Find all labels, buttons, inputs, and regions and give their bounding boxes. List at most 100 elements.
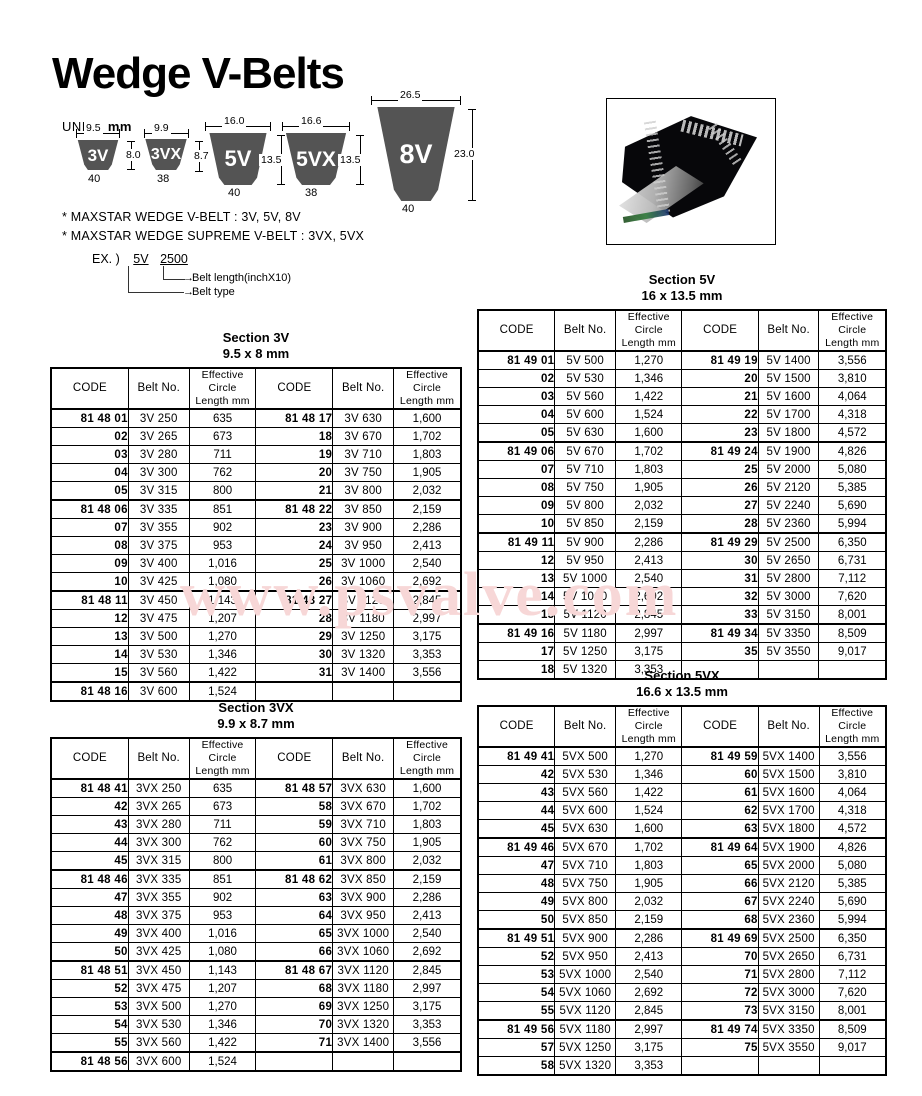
cell-code: 49 — [50, 924, 129, 943]
table-section-3vx: Section 3VX 9.9 x 8.7 mm CODE Belt No. Effec… — [50, 700, 462, 1072]
cell-length: 3,810 — [818, 765, 887, 784]
col-header-belt-no: Belt No. — [127, 737, 190, 780]
note-wedge-supreme: * MAXSTAR WEDGE SUPREME V-BELT : 3VX, 5V… — [62, 229, 365, 243]
diagram-3vx: 3VX — [143, 139, 189, 170]
cell-length: 4,318 — [818, 405, 887, 424]
table-row: 10 3V 425 1,080 26 3V 1060 2,692 — [50, 572, 462, 592]
cell-code: 15 — [50, 663, 129, 683]
cell-belt-no: 3VX 900 — [332, 888, 395, 907]
table-row: 09 3V 400 1,016 25 3V 1000 2,540 — [50, 554, 462, 573]
cell-length: 3,175 — [393, 997, 462, 1016]
cell-code: 58 — [255, 797, 334, 816]
caption-dimensions: 9.9 x 8.7 mm — [217, 716, 295, 731]
cell-code: 02 — [477, 369, 556, 388]
table-header-row: CODE Belt No. Effective Circle Length mm COD… — [477, 705, 887, 748]
cell-belt-no: 3V 375 — [127, 536, 190, 555]
cell-code: 33 — [681, 605, 759, 625]
table-row: 05 5V 630 1,600 23 5V 1800 4,572 — [477, 423, 887, 443]
cell-length: 1,600 — [615, 819, 683, 839]
cell-length: 1,346 — [615, 765, 683, 784]
length-header-line2: Length mm — [825, 337, 880, 349]
dim-3v-height: 8.0 — [125, 149, 142, 161]
cell-length: 953 — [188, 536, 257, 555]
caption-section: Section 5V — [648, 272, 716, 287]
cell-code — [255, 681, 334, 702]
cell-length: 1,803 — [614, 460, 683, 479]
notes-block: * MAXSTAR WEDGE V-BELT : 3V, 5V, 8V * MA… — [62, 208, 364, 246]
arrow-type-icon: → — [183, 286, 194, 298]
cell-length: 3,175 — [615, 1038, 683, 1057]
length-header-line2: Length mm — [195, 395, 250, 407]
cell-code: 23 — [255, 518, 334, 537]
cell-code: 81 48 46 — [50, 869, 129, 889]
cell-length: 2,286 — [393, 888, 462, 907]
table-row: 14 5V 1060 2,692 32 5V 3000 7,620 — [477, 587, 887, 606]
cell-belt-no: 5V 950 — [554, 551, 616, 570]
cell-code: 04 — [50, 463, 129, 482]
length-header-line1: Effective Circle — [406, 739, 449, 764]
table-row: 13 3V 500 1,270 29 3V 1250 3,175 — [50, 627, 462, 646]
cell-length: 711 — [188, 445, 257, 464]
cell-length: 1,143 — [188, 960, 257, 980]
cell-code: 75 — [681, 1038, 759, 1057]
belt-shape-5v: 5V — [209, 133, 267, 185]
cell-belt-no: 5VX 950 — [554, 947, 617, 966]
cell-belt-no: 5VX 2650 — [757, 947, 820, 966]
dim-5vx-height: 13.5 — [338, 154, 363, 166]
cell-length: 1,803 — [393, 445, 462, 464]
table-row: 49 3VX 400 1,016 65 3VX 1000 2,540 — [50, 924, 462, 943]
cell-belt-no: 3V 800 — [332, 481, 395, 501]
cell-belt-no: 3VX 560 — [127, 1033, 190, 1053]
cell-code: 81 49 16 — [477, 623, 556, 643]
belt-product-photo — [606, 98, 776, 245]
cell-belt-no: 5VX 3550 — [757, 1038, 820, 1057]
cell-length — [393, 1051, 462, 1072]
cell-code: 21 — [255, 481, 334, 501]
cell-length: 2,997 — [393, 609, 462, 628]
col-header-belt-no: Belt No. — [127, 367, 190, 410]
dim-3vx-width: 9.9 — [152, 122, 171, 134]
cell-belt-no: 5VX 2120 — [757, 874, 820, 893]
table-row: 15 5V 1120 2,845 33 5V 3150 8,001 — [477, 605, 887, 625]
cell-belt-no: 5VX 2360 — [757, 910, 820, 930]
cell-belt-no — [332, 1051, 395, 1072]
col-header-length: Effective Circle Length mm — [818, 309, 887, 352]
cell-code — [681, 660, 759, 680]
cell-length: 2,997 — [614, 623, 683, 643]
cell-length: 3,175 — [393, 627, 462, 646]
col-header-belt-no: Belt No. — [757, 309, 820, 352]
table-caption: Section 5VX 16.6 x 13.5 mm — [477, 668, 887, 700]
cell-belt-no: 5V 500 — [554, 350, 616, 370]
cell-length: 1,270 — [188, 627, 257, 646]
table-row: 81 49 16 5V 1180 2,997 81 49 34 5V 3350 8,509 — [477, 623, 887, 643]
cell-code: 65 — [681, 856, 759, 875]
belt-shape-8v: 8V — [377, 107, 455, 201]
cell-belt-no: 5V 750 — [554, 478, 616, 497]
cell-length: 2,845 — [615, 1001, 683, 1021]
col-header-length: Effective Circle Length mm — [188, 737, 257, 780]
cell-belt-no: 3VX 1000 — [332, 924, 395, 943]
cell-belt-no: 3VX 850 — [332, 869, 395, 889]
col-header-code: CODE — [50, 367, 129, 410]
table-row: 52 5VX 950 2,413 70 5VX 2650 6,731 — [477, 947, 887, 966]
cell-belt-no: 5V 3350 — [757, 623, 820, 643]
cell-length: 1,524 — [615, 801, 683, 820]
col-header-belt-no: Belt No. — [332, 367, 395, 410]
cell-length: 2,692 — [393, 942, 462, 962]
cell-belt-no: 5VX 3000 — [757, 983, 820, 1002]
cell-length: 5,994 — [818, 514, 887, 534]
cell-belt-no: 5V 2120 — [757, 478, 820, 497]
cell-length: 2,286 — [393, 518, 462, 537]
cell-code: 69 — [255, 997, 334, 1016]
cell-length: 1,422 — [188, 663, 257, 683]
cell-belt-no: 3V 1320 — [332, 645, 395, 664]
cell-length: 1,346 — [188, 645, 257, 664]
col-header-belt-no: Belt No. — [554, 309, 616, 352]
table-section-3v: Section 3V 9.5 x 8 mm CODE Belt No. Effectiv… — [50, 330, 462, 702]
col-header-length: Effective Circle Length mm — [393, 737, 462, 780]
cell-code: 68 — [681, 910, 759, 930]
cell-code: 20 — [255, 463, 334, 482]
cell-length: 1,207 — [188, 979, 257, 998]
cell-length: 7,112 — [818, 965, 887, 984]
cell-length: 9,017 — [818, 1038, 887, 1057]
